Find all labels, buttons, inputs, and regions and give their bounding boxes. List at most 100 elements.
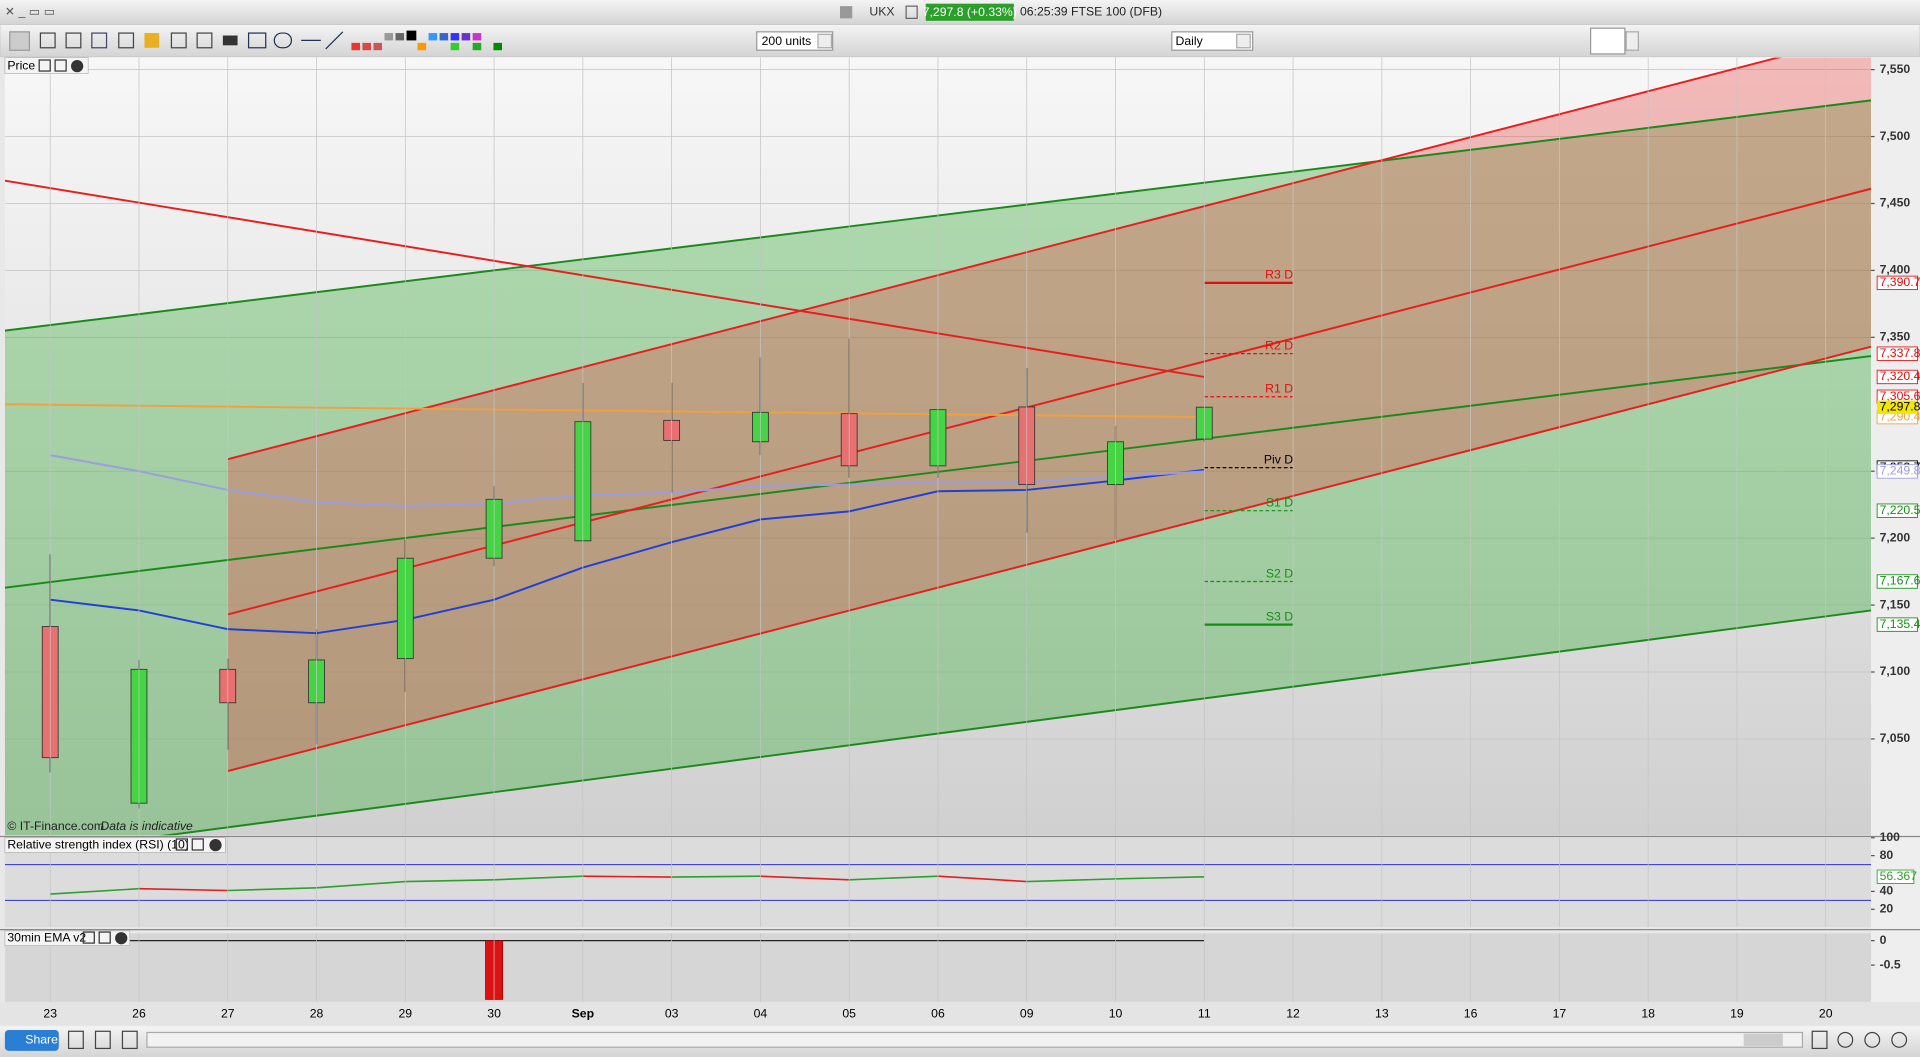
swatch[interactable]: [428, 33, 438, 41]
panel-header: [4, 837, 226, 853]
interval-select[interactable]: [1171, 31, 1254, 51]
swatch[interactable]: [406, 30, 417, 41]
swatch[interactable]: [417, 42, 427, 51]
tool[interactable]: [170, 32, 187, 49]
close-button[interactable]: [209, 838, 222, 852]
swatch[interactable]: [351, 42, 360, 51]
tool[interactable]: [39, 32, 56, 49]
icon[interactable]: [1811, 1030, 1828, 1050]
axis-marker: [1876, 275, 1918, 291]
tool[interactable]: [273, 32, 293, 49]
swatch[interactable]: [395, 33, 405, 41]
dropdown-button[interactable]: [1625, 31, 1639, 51]
trendline: [4, 179, 1205, 378]
dropdown-button[interactable]: [817, 33, 833, 49]
axis-marker: [1876, 617, 1918, 632]
axis-marker-label: 7,249.8: [1880, 464, 1920, 478]
settings-button[interactable]: [82, 931, 95, 944]
zoom-button[interactable]: [1837, 1031, 1854, 1048]
icon[interactable]: [840, 6, 853, 19]
x-tick-label: 06: [931, 1006, 945, 1020]
axis-marker-label: 7,220.5: [1880, 503, 1920, 517]
x-tick-label: 29: [399, 1006, 413, 1020]
y-tick-label: 7,550: [1880, 62, 1911, 76]
pivot-label: S1 D: [1266, 496, 1293, 510]
scrollbar[interactable]: [146, 1031, 1804, 1048]
share-button[interactable]: [4, 1030, 59, 1051]
x-tick-label: 27: [221, 1006, 235, 1020]
rsi-segment: [494, 875, 583, 881]
swatch[interactable]: [472, 33, 482, 41]
x-tick-label: 12: [1286, 1006, 1300, 1020]
y-tick-label: 7,500: [1880, 129, 1911, 143]
pivot-label: Piv D: [1264, 452, 1293, 466]
zoom-button[interactable]: [1891, 1031, 1908, 1048]
units-select[interactable]: [756, 31, 834, 51]
settings-button[interactable]: [175, 838, 188, 851]
tool[interactable]: [144, 33, 160, 48]
close-button[interactable]: [115, 932, 128, 945]
icon[interactable]: [67, 1030, 84, 1050]
tool[interactable]: [65, 32, 82, 49]
window-controls[interactable]: ✕ _ ▭ ▭: [5, 4, 55, 18]
status: 06:25:39 FTSE 100 (DFB): [1020, 4, 1162, 18]
icon[interactable]: [905, 5, 918, 19]
dropdown-button[interactable]: [1236, 33, 1251, 49]
right-axis: [1871, 57, 1920, 1004]
x-tick-label: 18: [1641, 1006, 1655, 1020]
window-button[interactable]: [191, 838, 204, 851]
y-tick-label: 7,050: [1880, 731, 1911, 745]
axis-marker-label: 7,135.4: [1880, 617, 1920, 631]
close-button[interactable]: [71, 60, 84, 73]
tool[interactable]: [247, 32, 267, 49]
units-label: 200 units: [762, 34, 812, 48]
swatch[interactable]: [450, 42, 460, 51]
y-tick-label: 20: [1880, 902, 1894, 916]
zoom-button[interactable]: [1864, 1031, 1881, 1048]
settings-button[interactable]: [38, 59, 51, 72]
swatch[interactable]: [384, 33, 394, 41]
swatch[interactable]: [493, 42, 503, 51]
icon[interactable]: [121, 1030, 138, 1050]
y-tick-label: -0.5: [1880, 957, 1901, 971]
swatch[interactable]: [472, 42, 482, 51]
axes: 23 26 27 28 29 30 Sep 03 04 05 06 09 10 11 12 13 16 17 18 1…: [43, 57, 1920, 1020]
swatch[interactable]: [461, 33, 471, 41]
last-price-marker: [1877, 400, 1918, 414]
window-button[interactable]: [98, 931, 111, 944]
tool[interactable]: [222, 35, 238, 46]
swatch[interactable]: [439, 33, 449, 41]
rsi-segment: [849, 875, 938, 881]
x-tick-label: 28: [310, 1006, 324, 1020]
pivot-label: S2 D: [1266, 566, 1293, 580]
y-tick-label: 7,400: [1880, 263, 1911, 277]
swatch[interactable]: [450, 33, 460, 41]
rsi-segment: [50, 887, 140, 895]
rsi-segment: [671, 875, 761, 878]
note: Data is indicative: [100, 819, 193, 833]
tool[interactable]: [9, 31, 30, 51]
scroll-thumb[interactable]: [1743, 1033, 1783, 1046]
y-tick-label: 0: [1880, 933, 1887, 947]
x-tick-label: 04: [754, 1006, 768, 1020]
axis-marker: [1876, 574, 1918, 589]
y-tick-label: 7,450: [1880, 196, 1911, 210]
swatch[interactable]: [362, 42, 372, 51]
rsi-segment: [1026, 878, 1116, 883]
tool[interactable]: [91, 32, 108, 49]
swatch[interactable]: [373, 42, 383, 51]
tool[interactable]: [325, 31, 344, 50]
icon[interactable]: [94, 1030, 111, 1050]
axis-marker: [1876, 346, 1918, 361]
last-price-label: 7,297.8: [1880, 399, 1920, 413]
x-tick-label: 13: [1375, 1006, 1389, 1020]
x-tick-label: 19: [1730, 1006, 1744, 1020]
axis-marker-label: 7,167.6: [1880, 574, 1920, 588]
tool[interactable]: [118, 32, 135, 49]
tool[interactable]: [196, 32, 213, 49]
x-tick-label: 20: [1819, 1006, 1833, 1020]
rsi-segment: [582, 875, 672, 878]
window-button[interactable]: [54, 59, 67, 72]
indicator-button[interactable]: [1590, 27, 1626, 55]
